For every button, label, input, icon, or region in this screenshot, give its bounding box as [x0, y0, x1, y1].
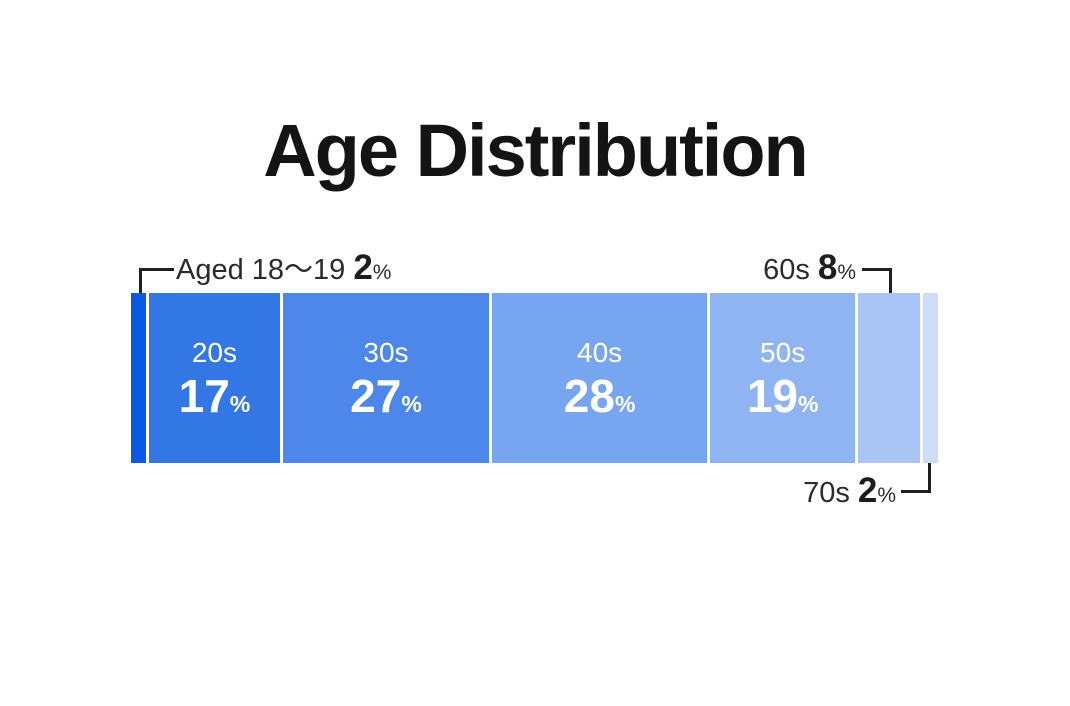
- bar-segment-aged-18-19: [131, 293, 147, 463]
- callout-aged-18-19-label: Aged 18〜19: [176, 254, 346, 286]
- callout-aged-18-19: Aged 18〜19 2%: [176, 248, 392, 290]
- callout-70s: 70s 2%: [803, 471, 896, 513]
- segment-value: 27%: [350, 370, 422, 423]
- segment-label: 50s: [760, 336, 806, 368]
- bar-segment-30s: 30s 27%: [282, 293, 490, 463]
- segment-label: 30s: [363, 336, 409, 368]
- chart-title: Age Distribution: [263, 109, 809, 192]
- stacked-bar: 20s 17% 30s 27% 40s 28% 50s 19%: [131, 293, 939, 463]
- callout-70s-value: 2: [857, 471, 878, 510]
- bar-segment-60s: [858, 293, 920, 463]
- callout-connector-line-60s: [862, 268, 892, 296]
- segment-label: 40s: [577, 336, 623, 368]
- segment-label: 20s: [191, 336, 238, 368]
- callout-60s-label: 60s: [763, 254, 810, 286]
- callout-60s-unit: %: [837, 261, 856, 284]
- bar-segment-50s: 50s 19%: [709, 293, 856, 463]
- callout-connector-line-70s: [901, 463, 931, 493]
- bar-segment-70s: [922, 293, 939, 463]
- segment-value: 19%: [746, 370, 819, 423]
- callout-70s-label: 70s: [803, 477, 850, 509]
- callout-aged-18-19-unit: %: [372, 261, 392, 284]
- segment-value: 28%: [563, 370, 636, 423]
- bar-segment-20s: 20s 17%: [149, 293, 280, 463]
- callout-aged-18-19-value: 2: [353, 248, 373, 287]
- callout-60s: 60s 8%: [763, 248, 856, 290]
- callout-60s-value: 8: [817, 248, 838, 287]
- segment-value: 17%: [178, 370, 251, 423]
- callout-70s-unit: %: [877, 484, 896, 507]
- bar-segment-40s: 40s 28%: [492, 293, 707, 463]
- callout-connector-line-aged-18-19: [139, 268, 174, 296]
